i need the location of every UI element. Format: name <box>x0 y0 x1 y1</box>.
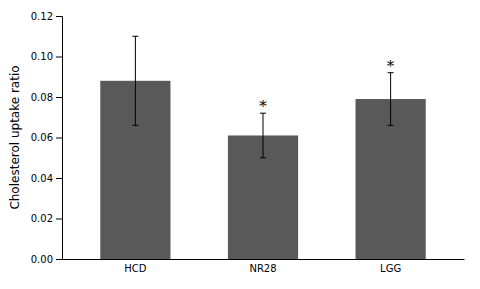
y-axis-line <box>56 17 63 260</box>
x-axis: HCD NR28 LGG <box>63 259 465 274</box>
error-bar-cap <box>132 125 138 126</box>
y-tick: 0.00 <box>31 254 62 265</box>
error-bar-stem <box>263 113 264 158</box>
significance-marker: * <box>387 57 395 75</box>
y-tick-mark <box>56 16 62 17</box>
error-bar-cap <box>132 36 138 37</box>
y-tick-label: 0.04 <box>31 173 53 184</box>
error-bar <box>388 73 394 126</box>
error-bar-stem <box>135 36 136 125</box>
y-tick-mark <box>56 138 62 139</box>
chart: 0.000.020.040.060.080.100.12HCDNR28LGG**… <box>0 0 480 289</box>
error-bar <box>132 36 138 125</box>
y-tick: 0.02 <box>31 213 62 224</box>
y-tick-label: 0.12 <box>31 11 53 22</box>
error-bar-cap <box>388 125 394 126</box>
y-tick: 0.10 <box>31 51 62 62</box>
error-bar <box>260 113 266 158</box>
y-tick-label: 0.10 <box>31 51 53 62</box>
y-tick: 0.08 <box>31 92 62 103</box>
y-tick-mark <box>56 219 62 220</box>
x-tick: NR28 <box>249 259 276 274</box>
error-bar-cap <box>260 157 266 158</box>
y-axis-title: Cholesterol uptake ratio <box>8 65 22 209</box>
x-axis-line <box>63 259 465 260</box>
error-bar-stem <box>390 73 391 126</box>
y-tick-label: 0.02 <box>31 213 53 224</box>
x-tick: HCD <box>124 259 147 274</box>
x-tick: LGG <box>380 259 401 274</box>
y-tick-mark <box>56 178 62 179</box>
y-tick-label: 0.00 <box>31 254 53 265</box>
y-tick-mark <box>56 97 62 98</box>
significance-marker: * <box>259 97 267 115</box>
x-tick-label: HCD <box>124 263 147 274</box>
plot: 0.000.020.040.060.080.100.12HCDNR28LGG** <box>31 11 465 274</box>
y-tick-label: 0.08 <box>31 92 53 103</box>
y-tick-mark <box>56 57 62 58</box>
y-tick-mark <box>56 259 62 260</box>
y-tick: 0.06 <box>31 132 62 143</box>
marks <box>100 36 425 259</box>
y-tick-label: 0.06 <box>31 132 53 143</box>
x-tick-label: LGG <box>380 263 401 274</box>
y-tick: 0.12 <box>31 11 62 22</box>
x-tick-label: NR28 <box>249 263 276 274</box>
y-tick: 0.04 <box>31 173 62 184</box>
y-axis: 0.00 0.02 0.04 0.06 0.08 0.10 0.12 <box>31 11 63 265</box>
significance-markers: ** <box>259 57 395 115</box>
